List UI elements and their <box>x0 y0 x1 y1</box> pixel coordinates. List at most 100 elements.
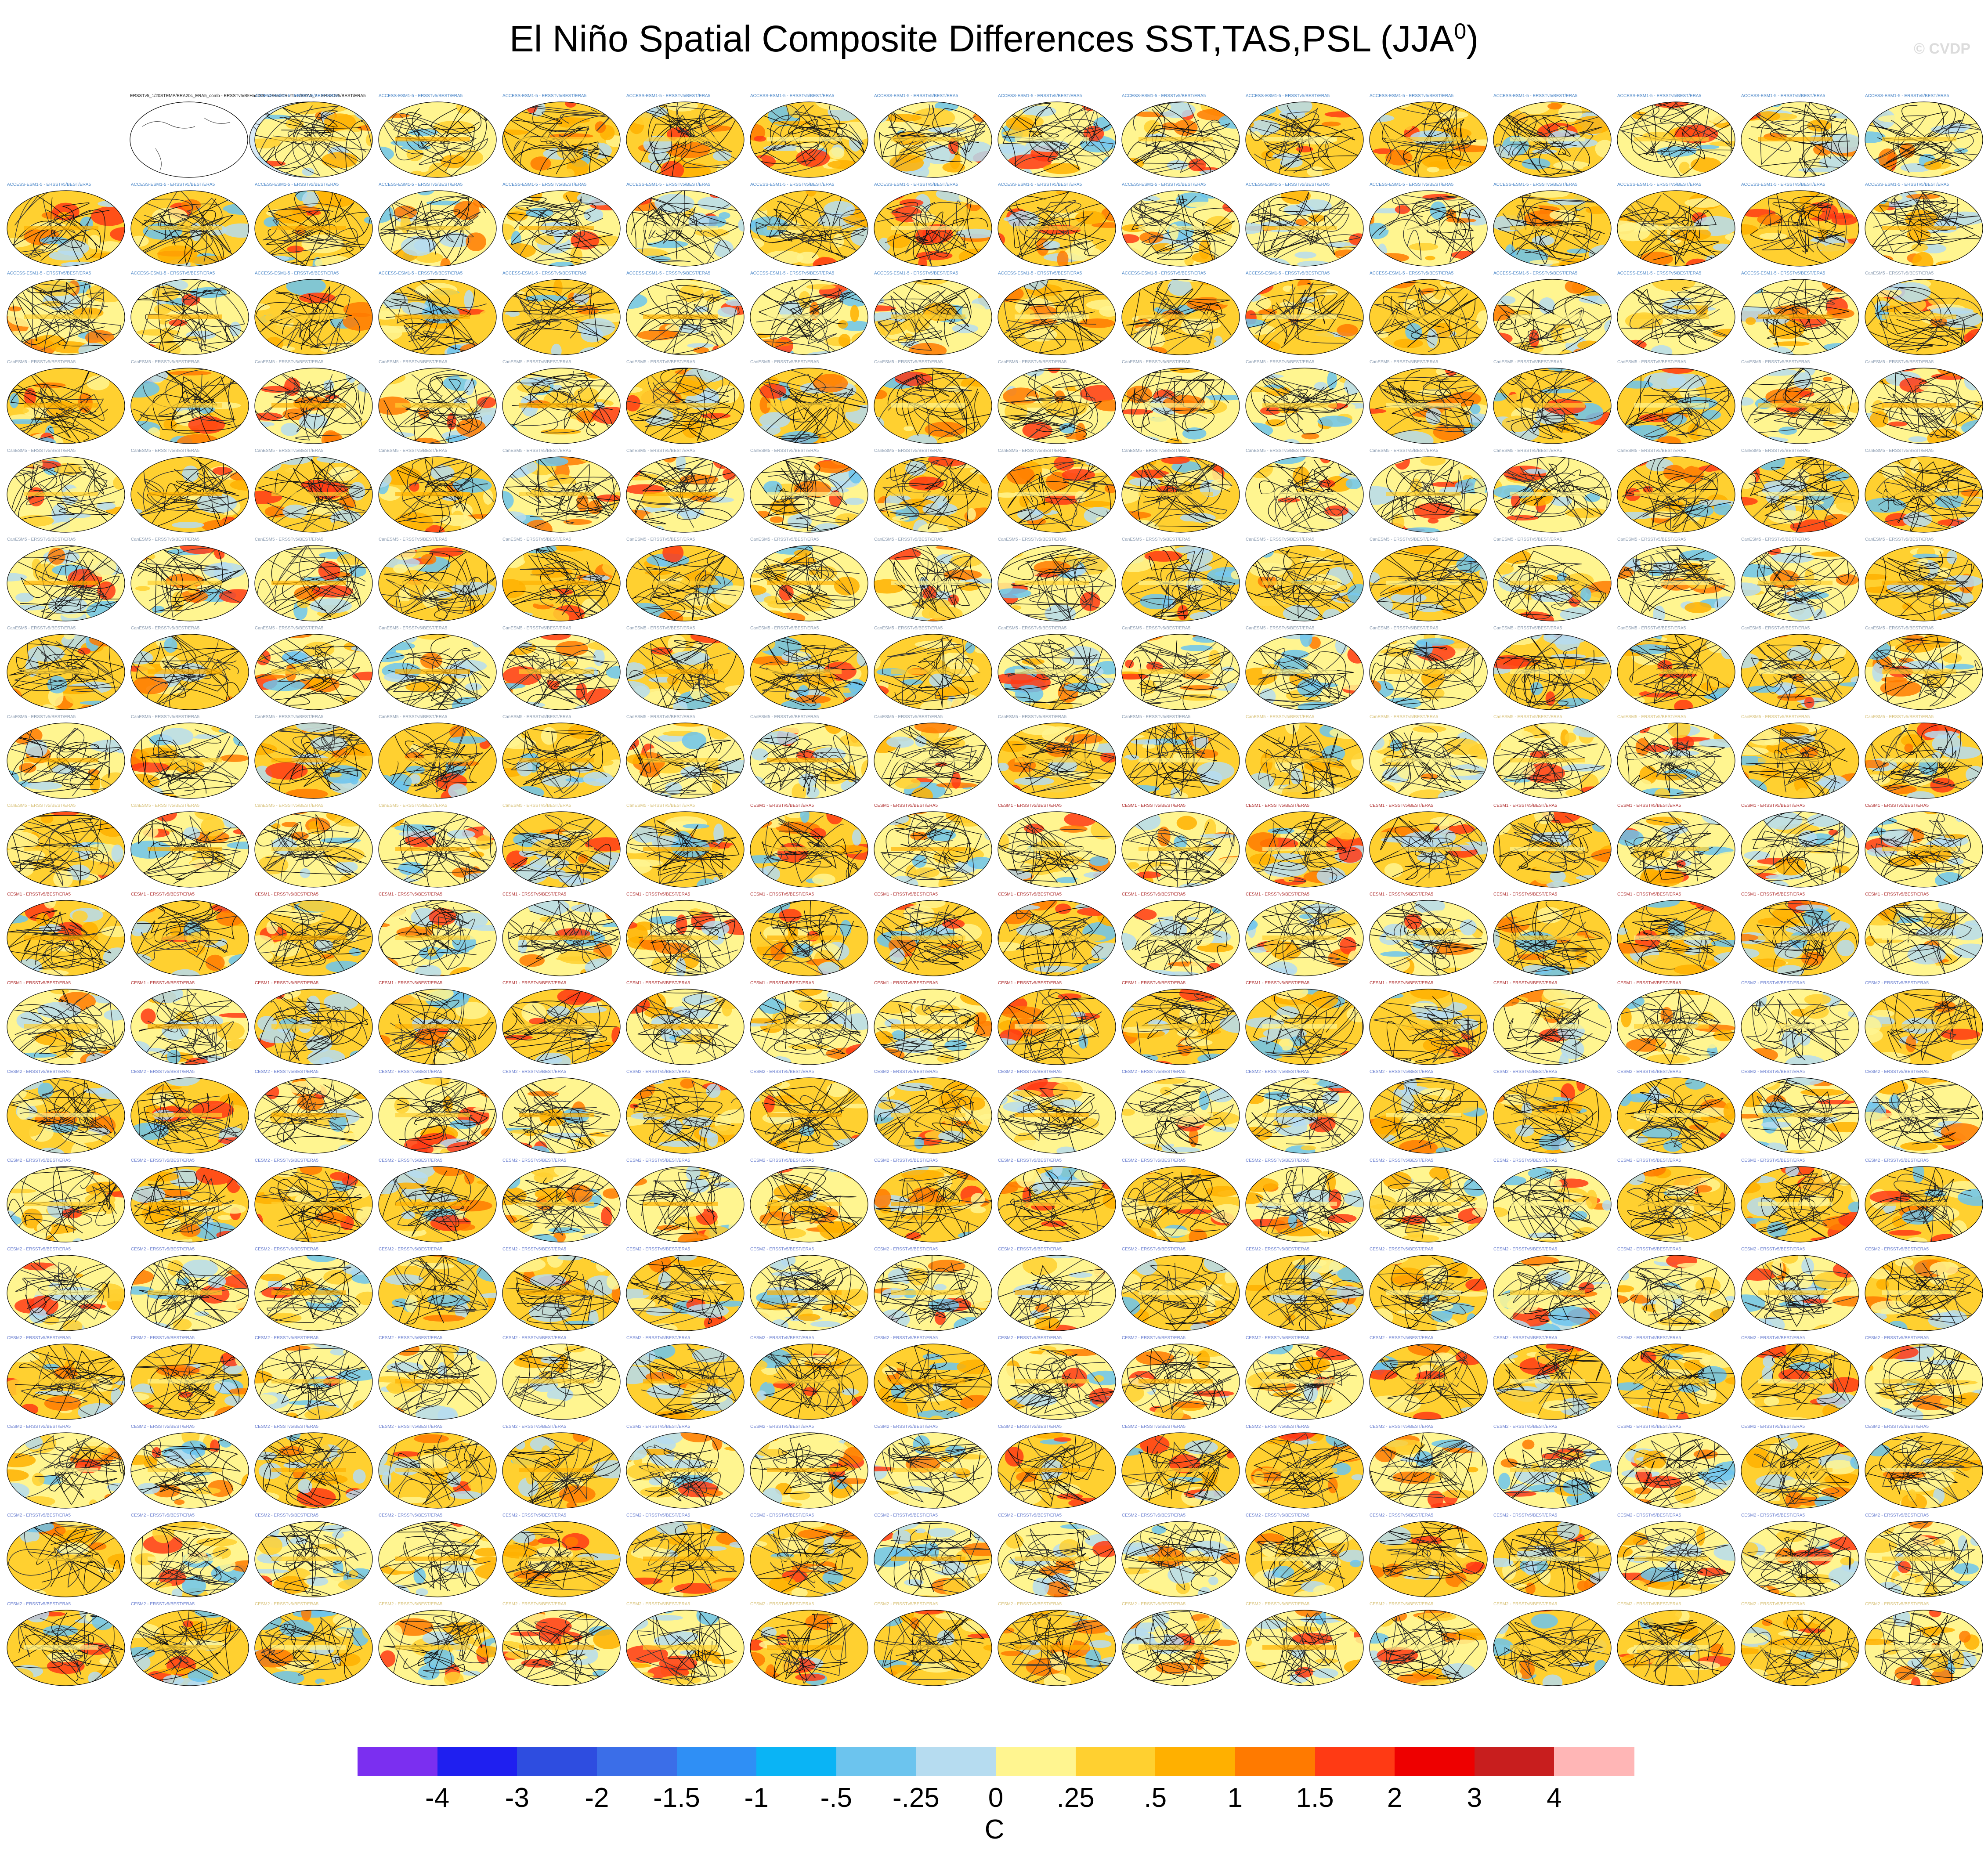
map-panel: CESM2 - ERSSTv5/BEST/ERA5 <box>1615 1335 1738 1423</box>
map-panel-plot <box>254 634 373 710</box>
panel-title: CESM2 - ERSSTv5/BEST/ERA5 <box>1865 1513 1929 1518</box>
map-panel: CESM1 - ERSSTv5/BEST/ERA5 <box>748 803 871 891</box>
panel-title: CanESM5 - ERSSTv5/BEST/ERA5 <box>750 537 819 542</box>
map-panel: CESM2 - ERSSTv5/BEST/ERA5 <box>871 1601 994 1689</box>
panel-title: CanESM5 - ERSSTv5/BEST/ERA5 <box>1370 715 1439 719</box>
map-panel-plot <box>874 634 992 710</box>
panel-title: CESM1 - ERSSTv5/BEST/ERA5 <box>1370 803 1434 808</box>
panel-title: CanESM5 - ERSSTv5/BEST/ERA5 <box>1865 360 1934 365</box>
panel-title: CESM2 - ERSSTv5/BEST/ERA5 <box>255 1602 319 1607</box>
map-panel: ACCESS-ESM1-5 - ERSSTv5/BEST/ERA5 <box>1862 93 1985 181</box>
map-panel: CanESM5 - ERSSTv5/BEST/ERA5 <box>748 448 871 536</box>
panel-title: ACCESS-ESM1-5 - ERSSTv5/BEST/ERA5 <box>502 94 587 98</box>
map-panel: CESM1 - ERSSTv5/BEST/ERA5 <box>1739 803 1861 891</box>
panel-title: CESM1 - ERSSTv5/BEST/ERA5 <box>874 803 938 808</box>
map-panel-plot <box>1245 368 1364 444</box>
map-panel: CESM2 - ERSSTv5/BEST/ERA5 <box>128 1069 251 1157</box>
map-panel: CESM2 - ERSSTv5/BEST/ERA5 <box>624 1069 747 1157</box>
map-panel: CESM2 - ERSSTv5/BEST/ERA5 <box>1615 1601 1738 1689</box>
panel-title: CanESM5 - ERSSTv5/BEST/ERA5 <box>131 360 200 365</box>
map-panel-plot <box>1865 989 1983 1065</box>
map-panel-plot <box>130 1344 249 1420</box>
panel-title: HadISSTv1/HadCRUT5.0/ERA5_2 - ERSSTv5/BE… <box>249 94 366 98</box>
map-panel-plot <box>254 1432 373 1509</box>
map-panel: CESM2 - ERSSTv5/BEST/ERA5 <box>995 1246 1118 1334</box>
map-panel: CESM2 - ERSSTv5/BEST/ERA5 <box>1243 1424 1366 1512</box>
map-panel-plot <box>874 722 992 799</box>
panel-title: CanESM5 - ERSSTv5/BEST/ERA5 <box>874 537 943 542</box>
map-panel: ACCESS-ESM1-5 - ERSSTv5/BEST/ERA5 <box>995 93 1118 181</box>
map-panel-plot <box>626 456 745 533</box>
map-panel: CESM1 - ERSSTv5/BEST/ERA5 <box>1615 980 1738 1068</box>
map-panel: CESM2 - ERSSTv5/BEST/ERA5 <box>1243 1246 1366 1334</box>
map-panel: ACCESS-ESM1-5 - ERSSTv5/BEST/ERA5 <box>1491 93 1614 181</box>
panel-title: CESM2 - ERSSTv5/BEST/ERA5 <box>379 1424 443 1429</box>
map-panel: CanESM5 - ERSSTv5/BEST/ERA5 <box>1367 537 1490 625</box>
panel-title: CESM2 - ERSSTv5/BEST/ERA5 <box>1370 1158 1434 1163</box>
map-panel: CanESM5 - ERSSTv5/BEST/ERA5 <box>871 537 994 625</box>
panel-title: ACCESS-ESM1-5 - ERSSTv5/BEST/ERA5 <box>255 182 339 187</box>
panel-title: ACCESS-ESM1-5 - ERSSTv5/BEST/ERA5 <box>750 271 835 276</box>
map-panel-plot <box>378 1255 497 1331</box>
map-panel-plot <box>1493 190 1612 267</box>
map-panel-plot <box>1121 101 1240 178</box>
map-panel: CanESM5 - ERSSTv5/BEST/ERA5 <box>1119 537 1242 625</box>
map-panel-plot <box>1369 368 1488 444</box>
map-panel-plot <box>750 634 868 710</box>
panel-title: ACCESS-ESM1-5 - ERSSTv5/BEST/ERA5 <box>255 94 339 98</box>
map-panel: CanESM5 - ERSSTv5/BEST/ERA5 <box>1491 625 1614 713</box>
panel-title: ACCESS-ESM1-5 - ERSSTv5/BEST/ERA5 <box>131 271 215 276</box>
map-panel-plot <box>1245 190 1364 267</box>
map-panel-plot <box>1617 1432 1735 1509</box>
map-panel-plot <box>7 989 125 1065</box>
panel-title: CanESM5 - ERSSTv5/BEST/ERA5 <box>379 803 448 808</box>
map-panel-plot <box>7 722 125 799</box>
panel-title: CanESM5 - ERSSTv5/BEST/ERA5 <box>255 715 324 719</box>
map-panel-plot <box>1369 811 1488 888</box>
map-panel: CESM1 - ERSSTv5/BEST/ERA5 <box>1367 803 1490 891</box>
map-panel-plot <box>998 722 1116 799</box>
map-panel: ACCESS-ESM1-5 - ERSSTv5/BEST/ERA5 <box>1243 182 1366 270</box>
panel-title: ACCESS-ESM1-5 - ERSSTv5/BEST/ERA5 <box>1493 182 1578 187</box>
panel-title: CanESM5 - ERSSTv5/BEST/ERA5 <box>1741 537 1810 542</box>
map-panel: CESM2 - ERSSTv5/BEST/ERA5 <box>995 1601 1118 1689</box>
map-panel: CESM2 - ERSSTv5/BEST/ERA5 <box>1491 1424 1614 1512</box>
map-panel: CanESM5 - ERSSTv5/BEST/ERA5 <box>871 714 994 802</box>
map-panel-plot <box>7 1344 125 1420</box>
map-panel: ACCESS-ESM1-5 - ERSSTv5/BEST/ERA5 <box>500 93 623 181</box>
map-panel-plot <box>750 1344 868 1420</box>
panel-title: CESM1 - ERSSTv5/BEST/ERA5 <box>502 981 567 986</box>
map-panel: ACCESS-ESM1-5 - ERSSTv5/BEST/ERA5 <box>624 271 747 358</box>
map-panel: CanESM5 - ERSSTv5/BEST/ERA5 <box>871 625 994 713</box>
colorbar-box <box>596 1747 677 1776</box>
panel-title: CanESM5 - ERSSTv5/BEST/ERA5 <box>1617 715 1686 719</box>
map-panel-plot <box>1369 722 1488 799</box>
map-panel: CESM2 - ERSSTv5/BEST/ERA5 <box>1739 1601 1861 1689</box>
panel-title: ACCESS-ESM1-5 - ERSSTv5/BEST/ERA5 <box>750 182 835 187</box>
map-panel-plot <box>874 811 992 888</box>
map-panel-plot <box>1865 1521 1983 1597</box>
map-panel: CESM1 - ERSSTv5/BEST/ERA5 <box>1243 892 1366 979</box>
panel-title: CanESM5 - ERSSTv5/BEST/ERA5 <box>7 803 76 808</box>
panel-title: ACCESS-ESM1-5 - ERSSTv5/BEST/ERA5 <box>131 182 215 187</box>
map-panel-plot <box>874 989 992 1065</box>
panel-title: CESM2 - ERSSTv5/BEST/ERA5 <box>626 1424 690 1429</box>
map-panel: CanESM5 - ERSSTv5/BEST/ERA5 <box>4 625 127 713</box>
map-panel: CanESM5 - ERSSTv5/BEST/ERA5 <box>1243 625 1366 713</box>
map-panel-plot <box>254 811 373 888</box>
panel-title: CanESM5 - ERSSTv5/BEST/ERA5 <box>255 537 324 542</box>
map-panel: CanESM5 - ERSSTv5/BEST/ERA5 <box>252 625 375 713</box>
panel-title: CESM2 - ERSSTv5/BEST/ERA5 <box>750 1336 814 1340</box>
panel-title: CanESM5 - ERSSTv5/BEST/ERA5 <box>626 715 695 719</box>
panel-title: CESM2 - ERSSTv5/BEST/ERA5 <box>874 1602 938 1607</box>
map-panel: ACCESS-ESM1-5 - ERSSTv5/BEST/ERA5 <box>871 93 994 181</box>
map-panel-plot <box>750 101 868 178</box>
map-panel-plot <box>1617 1610 1735 1686</box>
map-panel-plot <box>130 1610 249 1686</box>
colorbar-tick-label: 1.5 <box>1296 1783 1334 1813</box>
map-panel: CESM2 - ERSSTv5/BEST/ERA5 <box>1739 1158 1861 1246</box>
map-panel-plot <box>1245 1077 1364 1154</box>
panel-title: CESM1 - ERSSTv5/BEST/ERA5 <box>1122 981 1186 986</box>
map-panel: ACCESS-ESM1-5 - ERSSTv5/BEST/ERA5 <box>4 182 127 270</box>
map-panel-plot <box>998 1344 1116 1420</box>
